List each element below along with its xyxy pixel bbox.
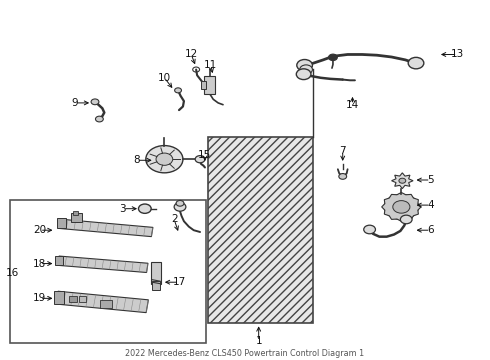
Bar <box>54 291 64 304</box>
Text: 2: 2 <box>171 215 177 224</box>
Circle shape <box>96 116 103 122</box>
Circle shape <box>329 54 337 60</box>
Circle shape <box>91 99 99 105</box>
Text: 6: 6 <box>427 225 434 235</box>
Text: 12: 12 <box>185 49 198 59</box>
Text: 13: 13 <box>451 49 464 59</box>
Bar <box>70 296 76 302</box>
Text: 8: 8 <box>133 155 140 165</box>
Text: 7: 7 <box>340 146 346 156</box>
Text: 2022 Mercedes-Benz CLS450 Powertrain Control Diagram 1: 2022 Mercedes-Benz CLS450 Powertrain Con… <box>125 349 365 358</box>
Circle shape <box>300 65 313 74</box>
Circle shape <box>400 215 412 224</box>
Bar <box>99 300 112 308</box>
Text: 9: 9 <box>72 98 78 108</box>
Polygon shape <box>59 219 153 237</box>
Text: 15: 15 <box>198 150 212 160</box>
Text: 18: 18 <box>33 258 47 269</box>
Bar <box>152 281 160 290</box>
Text: 4: 4 <box>427 200 434 210</box>
Text: 17: 17 <box>172 277 186 287</box>
Circle shape <box>174 88 181 93</box>
Bar <box>73 211 78 215</box>
Bar <box>10 200 206 343</box>
Circle shape <box>339 174 346 179</box>
Text: 14: 14 <box>346 100 359 110</box>
Polygon shape <box>56 291 148 312</box>
Circle shape <box>139 204 151 213</box>
Polygon shape <box>382 193 421 221</box>
Bar <box>201 81 206 89</box>
Polygon shape <box>58 256 148 273</box>
Circle shape <box>176 201 184 206</box>
Circle shape <box>195 156 205 163</box>
Text: 1: 1 <box>255 336 262 346</box>
Circle shape <box>296 69 311 80</box>
Circle shape <box>384 194 418 220</box>
Circle shape <box>399 178 406 183</box>
Circle shape <box>364 225 375 234</box>
Circle shape <box>393 201 410 213</box>
Circle shape <box>174 203 186 211</box>
Text: 16: 16 <box>6 268 20 278</box>
Circle shape <box>297 59 313 71</box>
Bar <box>204 76 215 94</box>
Bar <box>208 137 314 323</box>
Bar <box>151 262 161 284</box>
Text: 11: 11 <box>204 60 218 70</box>
Bar <box>55 256 63 265</box>
Circle shape <box>156 153 173 165</box>
Polygon shape <box>392 173 413 189</box>
Text: 3: 3 <box>120 204 126 214</box>
Text: 5: 5 <box>427 175 434 185</box>
Text: 20: 20 <box>33 225 47 235</box>
Text: 10: 10 <box>158 73 171 83</box>
Circle shape <box>408 57 424 69</box>
Bar <box>71 213 82 222</box>
Text: 19: 19 <box>33 293 47 303</box>
Circle shape <box>146 145 183 173</box>
Bar <box>79 296 86 302</box>
Bar <box>57 218 66 228</box>
